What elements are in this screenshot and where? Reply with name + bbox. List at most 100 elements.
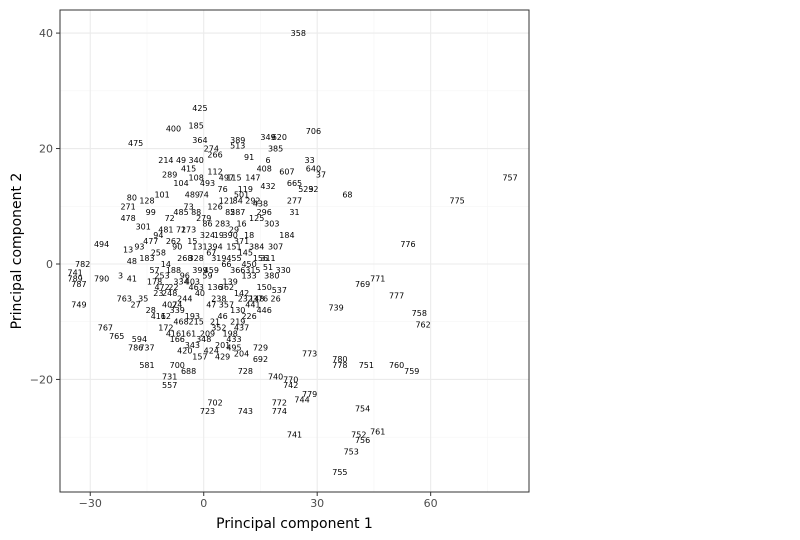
point-label: 376: [253, 295, 268, 304]
point-label: 399: [192, 266, 207, 275]
point-label: 214: [158, 156, 173, 165]
point-label: 357: [219, 300, 234, 309]
point-label: 148: [249, 295, 264, 304]
point-label: 46: [218, 312, 228, 321]
point-label: 475: [128, 139, 143, 148]
point-label: 48: [127, 257, 137, 266]
point-label: 438: [253, 199, 268, 208]
point-label: 769: [355, 280, 370, 289]
point-label: 283: [215, 220, 230, 229]
point-label: 80: [127, 194, 137, 203]
point-label: 136: [207, 283, 222, 292]
point-label: 66: [221, 260, 231, 269]
point-label: 759: [404, 367, 419, 376]
point-label: 741: [67, 269, 82, 278]
point-label: 19: [214, 231, 224, 240]
point-label: 607: [279, 168, 294, 177]
point-label: 72: [165, 214, 175, 223]
point-label: 219: [230, 318, 245, 327]
point-label: 749: [71, 300, 86, 309]
x-tick-label: 60: [424, 497, 438, 510]
point-label: 49: [176, 156, 186, 165]
point-label: 178: [147, 277, 162, 286]
point-label: 101: [154, 191, 169, 200]
point-label: 86: [202, 220, 212, 229]
point-label: 115: [226, 173, 241, 182]
point-label: 204: [234, 349, 249, 358]
point-label: 485: [173, 208, 188, 217]
point-label: 289: [162, 171, 177, 180]
point-label: 35: [138, 295, 148, 304]
point-label: 425: [192, 104, 207, 113]
point-label: 411: [151, 312, 166, 321]
point-label: 16: [236, 220, 246, 229]
point-label: 172: [158, 323, 173, 332]
point-label: 62: [161, 312, 171, 321]
point-label: 757: [502, 173, 517, 182]
point-label: 756: [355, 436, 370, 445]
point-label: 455: [226, 254, 241, 263]
point-label: 740: [268, 373, 283, 382]
point-label: 93: [134, 243, 144, 252]
point-label: 94: [153, 231, 163, 240]
point-label: 248: [162, 289, 177, 298]
point-label: 665: [287, 179, 302, 188]
point-label: 85: [225, 208, 235, 217]
y-tick-label: 20: [39, 143, 53, 156]
point-label: 334: [173, 277, 188, 286]
point-label: 68: [342, 191, 352, 200]
point-label: 389: [230, 136, 245, 145]
point-label: 47: [206, 300, 216, 309]
point-label: 266: [207, 150, 222, 159]
point-label: 692: [253, 355, 268, 364]
point-label: 770: [283, 375, 298, 384]
point-label: 782: [75, 260, 90, 269]
point-label: 74: [199, 191, 209, 200]
y-tick-label: 40: [39, 27, 53, 40]
point-label: 437: [234, 323, 249, 332]
point-label: 23: [153, 289, 163, 298]
point-label: 292: [245, 196, 260, 205]
point-label: 193: [185, 312, 200, 321]
point-label: 183: [139, 254, 154, 263]
point-label: 416: [166, 329, 181, 338]
point-label: 27: [131, 300, 141, 309]
point-label: 339: [170, 306, 185, 315]
point-label: 529: [298, 185, 313, 194]
point-label: 14: [161, 260, 171, 269]
point-label: 13: [123, 246, 133, 255]
point-label: 751: [359, 361, 374, 370]
point-label: 755: [332, 468, 347, 477]
point-label: 104: [173, 179, 188, 188]
point-label: 130: [230, 306, 245, 315]
point-label: 349: [260, 133, 275, 142]
point-label: 778: [332, 361, 347, 370]
point-label: 420: [177, 347, 192, 356]
point-label: 15: [187, 237, 197, 246]
point-label: 723: [200, 407, 215, 416]
point-label: 771: [370, 274, 385, 283]
point-label: 238: [211, 295, 226, 304]
point-label: 594: [132, 335, 147, 344]
point-label: 96: [180, 272, 190, 281]
point-label: 773: [302, 349, 317, 358]
point-label: 126: [207, 202, 222, 211]
point-label: 324: [200, 231, 215, 240]
point-label: 274: [204, 145, 219, 154]
point-label: 301: [136, 222, 151, 231]
point-label: 774: [272, 407, 287, 416]
point-label: 702: [207, 399, 222, 408]
point-label: 37: [316, 171, 326, 180]
point-label: 119: [238, 185, 253, 194]
point-label: 446: [257, 306, 272, 315]
point-label: 765: [109, 332, 124, 341]
point-label: 364: [192, 136, 207, 145]
point-label: 145: [238, 248, 253, 257]
point-label: 3: [118, 272, 123, 281]
point-label: 497: [219, 173, 234, 182]
point-label: 362: [219, 283, 234, 292]
point-label: 343: [185, 341, 200, 350]
point-label: 775: [449, 196, 464, 205]
point-label: 59: [202, 272, 212, 281]
